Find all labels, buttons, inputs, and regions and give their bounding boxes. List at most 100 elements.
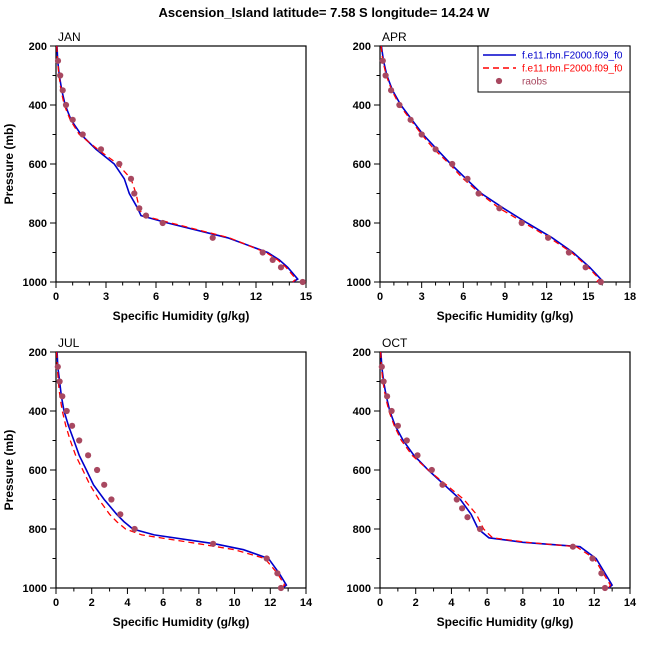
series-line-model1: [56, 351, 288, 589]
y-tick-label: 200: [353, 41, 371, 53]
raobs-dot: [108, 496, 115, 503]
raobs-dot: [453, 496, 460, 503]
raobs-dot: [97, 146, 105, 153]
raobs-dot: [388, 87, 395, 94]
x-tick-label: 12: [264, 597, 276, 609]
x-tick-label: 18: [624, 291, 636, 303]
y-tick-label: 800: [353, 524, 371, 536]
raobs-dot: [449, 160, 456, 168]
panel-label: JUL: [58, 336, 80, 350]
x-tick-label: 10: [552, 597, 564, 609]
legend-box: [477, 45, 631, 93]
raobs-dot: [518, 219, 525, 227]
x-tick-label: 15: [300, 291, 312, 303]
x-tick-label: 14: [624, 597, 637, 609]
raobs-dot: [62, 101, 70, 109]
x-tick-label: 6: [160, 597, 166, 609]
x-tick-label: 9: [502, 291, 508, 303]
y-tick-label: 200: [353, 347, 371, 359]
raobs-dot: [131, 525, 138, 533]
raobs-dot: [464, 175, 471, 182]
chart-title: Ascension_Island latitude= 7.58 S longit…: [158, 5, 490, 20]
x-tick-label: 2: [89, 597, 95, 609]
raobs-dots: [378, 363, 609, 592]
chart-apr: 0 3 6 9 12 15 18 200 400 600 800 1000 Specific Humid…: [347, 30, 637, 323]
raobs-dot: [569, 543, 576, 550]
raobs-dot: [277, 264, 285, 271]
x-tick-label: 3: [419, 291, 425, 303]
x-tick-label: 8: [520, 597, 526, 609]
y-tick-label: 400: [353, 100, 371, 112]
raobs-dot: [127, 175, 135, 182]
x-tick-label: 9: [203, 291, 209, 303]
raobs-dot: [475, 190, 482, 197]
raobs-dot: [85, 452, 92, 459]
raobs-dot: [63, 407, 70, 415]
legend-label: f.e11.rbn.F2000.f09_f0: [522, 64, 623, 75]
plot-frame: [55, 351, 307, 589]
raobs-dot: [565, 249, 572, 256]
y-tick-label: 600: [353, 159, 371, 171]
raobs-dot: [54, 57, 62, 64]
chart-oct: 0 2 4 6 8 10 12 14 200 400 600 800 1000 Specific Humi…: [347, 336, 637, 629]
raobs-dot: [418, 131, 425, 138]
raobs-dot: [159, 219, 166, 227]
series-line-model2: [56, 351, 286, 589]
plot-frame: [55, 45, 307, 283]
x-tick-label: 8: [196, 597, 202, 609]
raobs-dot: [209, 234, 216, 241]
y-tick-label: 400: [353, 406, 371, 418]
y-tick-label: 800: [29, 524, 47, 536]
raobs-dot: [464, 514, 471, 521]
raobs-dot: [378, 363, 385, 370]
raobs-dot: [496, 205, 503, 212]
y-tick-label: 600: [29, 465, 47, 477]
raobs-dot: [69, 116, 76, 123]
panels-grid: 0 3 6 9 12 15 200 400 600 800 1000 Specific Humidit…: [0, 26, 648, 638]
raobs-dot: [56, 378, 63, 385]
raobs-dot: [379, 57, 386, 64]
raobs-dot: [69, 422, 76, 429]
raobs-dot: [589, 555, 596, 562]
raobs-dot: [384, 393, 391, 400]
x-tick-label: 3: [103, 291, 109, 303]
raobs-dot: [439, 481, 446, 488]
raobs-dot: [597, 278, 604, 286]
raobs-dot: [380, 378, 387, 385]
raobs-dot: [545, 234, 552, 241]
y-tick-label: 1000: [23, 583, 47, 595]
raobs-dots: [54, 57, 306, 286]
y-tick-label: 1000: [347, 583, 371, 595]
raobs-dot: [388, 407, 395, 415]
legend-label: raobs: [522, 77, 547, 88]
x-tick-label: 2: [413, 597, 419, 609]
y-tick-label: 1000: [347, 277, 371, 289]
y-axis-title: Pressure (mb): [2, 124, 16, 205]
raobs-dot: [131, 190, 138, 197]
raobs-dot: [274, 570, 281, 577]
raobs-dot: [428, 466, 435, 474]
panel-label: OCT: [382, 336, 408, 350]
raobs-dot: [476, 525, 484, 533]
raobs-dot: [407, 116, 414, 123]
x-tick-label: 6: [484, 597, 490, 609]
raobs-dot: [414, 452, 421, 459]
raobs-dot: [57, 72, 64, 79]
x-tick-label: 0: [53, 291, 59, 303]
raobs-dot: [117, 511, 124, 518]
raobs-dot: [269, 256, 276, 263]
raobs-dot: [116, 160, 123, 168]
x-tick-label: 10: [228, 597, 240, 609]
raobs-dot: [277, 584, 285, 592]
y-axis-title: Pressure (mb): [2, 430, 16, 511]
x-tick-label: 0: [53, 597, 59, 609]
panel-jul: 0 2 4 6 8 10 12 14 200 400 600 800 1000 Specific Humi…: [0, 332, 324, 638]
raobs-dot: [54, 363, 61, 370]
raobs-dot: [403, 437, 410, 444]
raobs-dot: [259, 249, 266, 256]
x-tick-label: 4: [124, 597, 131, 609]
x-axis-title: Specific Humidity (g/kg): [437, 309, 574, 323]
x-tick-label: 0: [377, 291, 383, 303]
raobs-dot: [136, 205, 143, 212]
